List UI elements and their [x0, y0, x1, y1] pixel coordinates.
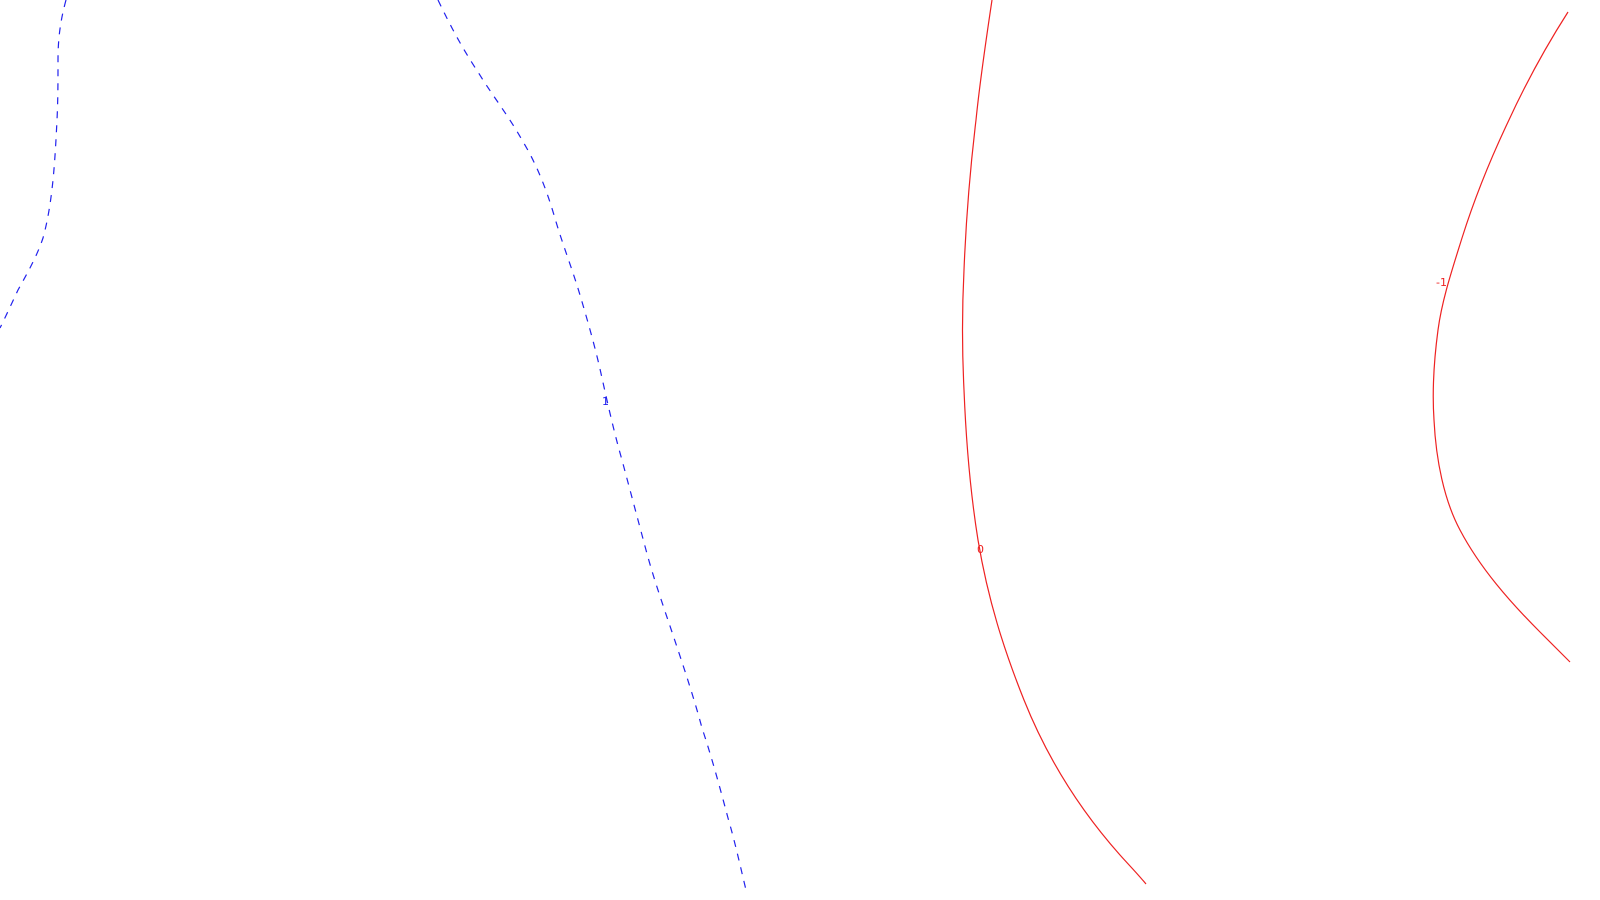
contour-line-dashed-left — [0, 0, 67, 329]
contour-label-solid-right: -1 — [1436, 276, 1447, 289]
contour-line-dashed-mid — [437, 0, 747, 891]
contour-line-solid-right — [1432, 11, 1571, 663]
contour-line-solid-zero — [961, 0, 1147, 885]
contour-label-dashed-mid: 1 — [602, 395, 609, 408]
contour-label-solid-zero: 0 — [977, 543, 984, 556]
